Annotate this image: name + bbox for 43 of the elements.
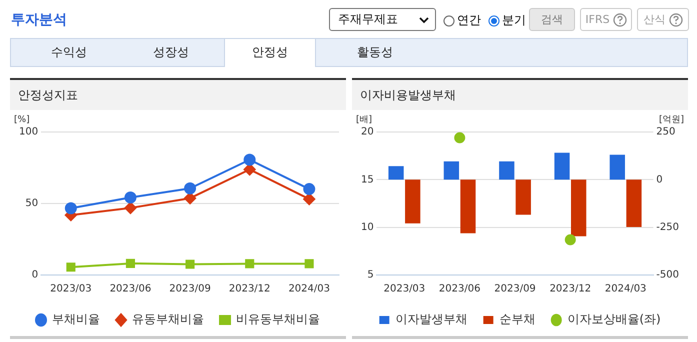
x-tick-label: 2023/03 — [384, 284, 426, 295]
chart-title: 안정성지표 — [10, 78, 346, 110]
y-tick-label: 20 — [360, 126, 374, 138]
legend-label: 이자발생부채 — [395, 312, 468, 326]
text: 산식 — [637, 8, 689, 31]
text: 성장성 — [152, 44, 190, 61]
chart-title: 이자비용발생부채 — [352, 78, 688, 110]
y2-tick-label: -250 — [656, 222, 680, 233]
x-tick-label: 2024/03 — [604, 284, 646, 295]
legend-label: 비유동부채비율 — [236, 312, 320, 326]
text: 안정성 — [224, 38, 316, 67]
y-axis-title: [%] — [14, 114, 30, 125]
y-tick-label: 50 — [25, 198, 38, 210]
x-tick-label: 2023/09 — [169, 284, 211, 295]
text: 주재무제표 — [329, 8, 436, 31]
legend-label: 부채비율 — [52, 312, 100, 326]
legend-label: 유동부채비율 — [132, 312, 204, 326]
x-tick-label: 2023/06 — [110, 284, 152, 295]
text: 분기 — [501, 12, 526, 29]
x-tick-label: 2023/03 — [50, 284, 92, 295]
y-axis-title: [배] — [356, 114, 372, 125]
y-tick-label: 0 — [32, 270, 38, 281]
x-tick-label: 2023/12 — [550, 284, 592, 295]
legend-label: 순부채 — [499, 312, 536, 326]
text: 검색 — [529, 8, 575, 31]
y-tick-label: 15 — [360, 174, 374, 186]
text: IFRS — [580, 8, 632, 31]
text: 투자분석 — [11, 11, 67, 29]
y2-axis-title: [억원] — [658, 114, 684, 125]
y2-tick-label: -500 — [656, 270, 680, 281]
x-tick-label: 2023/06 — [438, 284, 480, 295]
x-tick-label: 2024/03 — [288, 284, 330, 295]
y-tick-label: 100 — [18, 126, 38, 138]
text: 활동성 — [356, 44, 394, 61]
y-tick-label: 10 — [360, 222, 374, 233]
text: 수익성 — [50, 44, 88, 61]
y2-tick-label: 0 — [656, 174, 663, 186]
x-tick-label: 2023/09 — [494, 284, 536, 295]
y-tick-label: 5 — [367, 270, 374, 281]
text: 연간 — [456, 12, 481, 29]
y2-tick-label: 250 — [656, 126, 676, 138]
x-tick-label: 2023/12 — [228, 284, 270, 295]
legend-label: 이자보상배율(좌) — [567, 312, 661, 326]
